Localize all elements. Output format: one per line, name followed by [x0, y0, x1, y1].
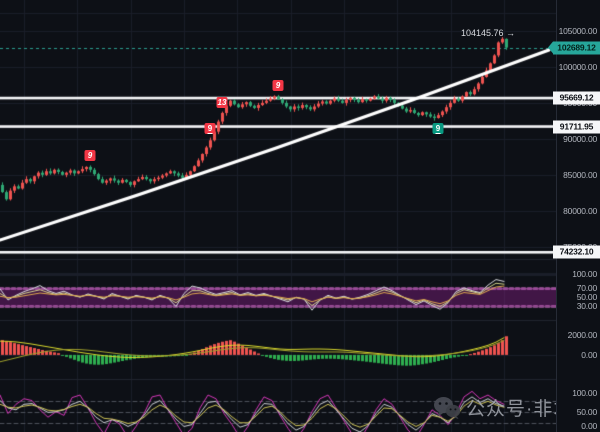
chart-overlay: 104145.76 → 9 9 13 9 9 公众号·非才经 [84, 28, 592, 420]
price-axis-label: 105000.00 [558, 25, 598, 36]
chart-canvas[interactable] [0, 0, 556, 432]
level-price-label: 74232.10 [553, 245, 600, 259]
price-axis-label: 80000.00 [563, 205, 597, 216]
price-axis-label: 100.00 [572, 388, 597, 399]
price-axis-label: 0.00 [581, 349, 597, 360]
level-price-label: 95669.12 [553, 91, 600, 105]
price-axis-label: 2000.00 [567, 330, 598, 341]
td-count-badge: 9 [204, 122, 216, 134]
td-count-badge: 9 [272, 79, 284, 91]
wechat-icon [434, 397, 461, 419]
price-axis-label: 50.00 [576, 406, 597, 417]
price-axis-label: 50.00 [576, 292, 597, 303]
price-axis-label: 100.00 [572, 268, 597, 279]
price-axis[interactable]: 102689.12 105000.00100000.0095000.009000… [553, 0, 600, 432]
td-count-badge: 9 [432, 122, 444, 134]
price-axis-label: 30.00 [576, 301, 597, 312]
td-count-badge: 9 [84, 150, 96, 162]
last-price-label: 102689.12 [553, 41, 600, 55]
level-price-label: 91711.95 [553, 120, 600, 134]
high-price-annotation: 104145.76 → [461, 28, 516, 38]
price-axis-label: 70.00 [576, 282, 597, 293]
price-axis-label: 90000.00 [563, 133, 597, 144]
price-axis-label: 0.00 [581, 421, 597, 431]
price-axis-label: 100000.00 [558, 61, 598, 72]
last-price-value: 102689.12 [557, 42, 596, 53]
price-axis-label: 85000.00 [563, 169, 597, 180]
td-count-badge: 13 [216, 96, 228, 108]
